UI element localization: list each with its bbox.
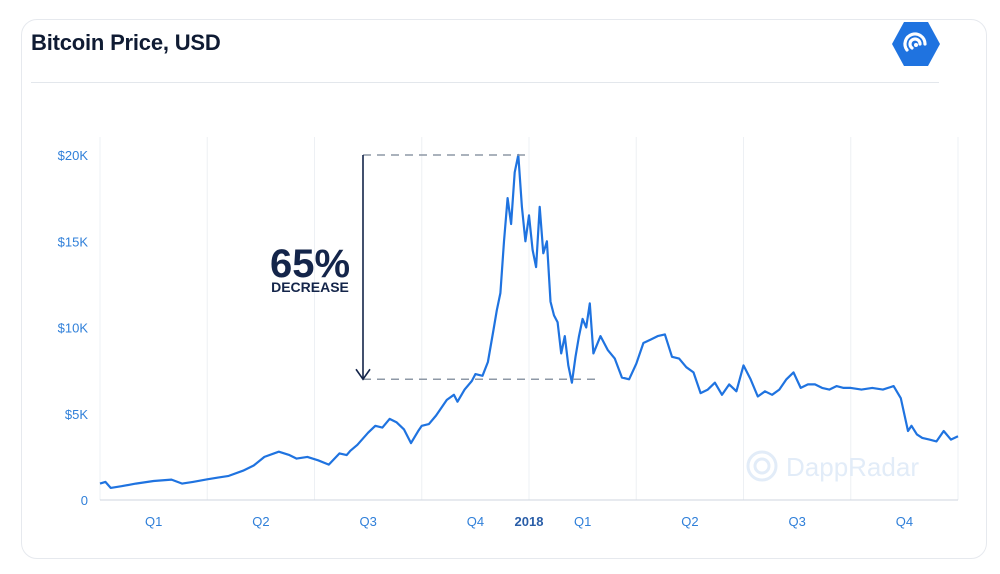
dappradar-watermark-text: DappRadar <box>786 452 919 482</box>
y-tick-label: $10K <box>58 321 89 336</box>
dappradar-watermark-icon <box>746 450 778 482</box>
x-tick-label: Q1 <box>145 514 162 529</box>
dappradar-logo-icon[interactable] <box>891 20 941 68</box>
x-tick-label: Q2 <box>681 514 698 529</box>
y-tick-label: $15K <box>58 234 89 249</box>
x-tick-label: Q1 <box>574 514 591 529</box>
x-tick-label: Q4 <box>467 514 484 529</box>
x-tick-label: Q2 <box>252 514 269 529</box>
y-tick-label: $20K <box>58 148 89 163</box>
decrease-percent-label: 65% <box>270 242 350 286</box>
x-tick-label: Q4 <box>896 514 913 529</box>
price-series-line <box>99 153 959 489</box>
x-tick-label: Q3 <box>788 514 805 529</box>
x-tick-label: Q3 <box>359 514 376 529</box>
x-tick-label: 2018 <box>515 514 544 529</box>
chart-card <box>21 19 987 559</box>
decrease-word-label: DECREASE <box>271 279 349 295</box>
header-divider <box>31 82 939 83</box>
chart-title: Bitcoin Price, USD <box>31 30 221 55</box>
y-tick-label: $5K <box>65 407 88 422</box>
decrease-arrow-head <box>355 368 371 381</box>
y-tick-label: 0 <box>81 493 88 508</box>
